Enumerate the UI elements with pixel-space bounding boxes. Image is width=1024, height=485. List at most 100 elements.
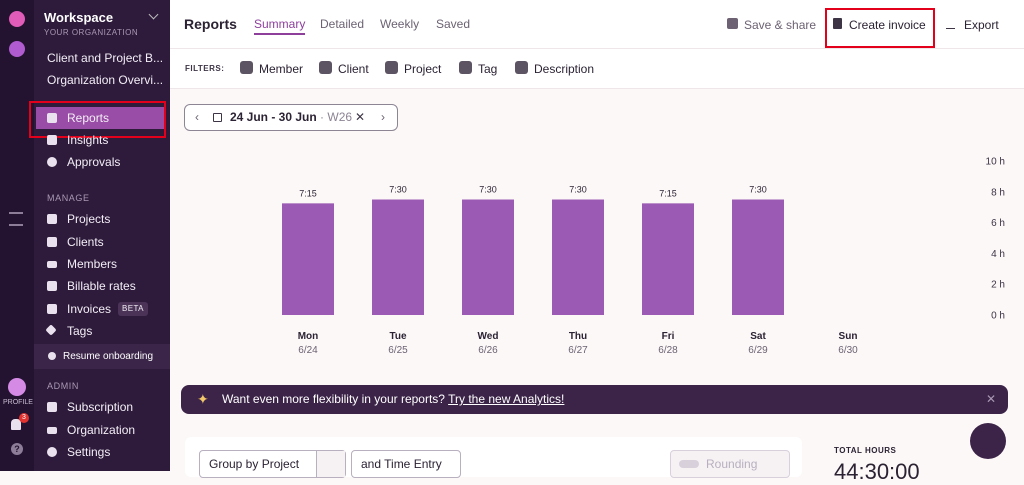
section-title: ADMIN bbox=[47, 381, 79, 391]
banner-link[interactable]: Try the new Analytics! bbox=[448, 392, 565, 406]
chat-button[interactable] bbox=[970, 423, 1006, 459]
y-tick-label: 10 h bbox=[986, 157, 1005, 168]
page-title: Reports bbox=[184, 16, 237, 32]
banner-text: Want even more flexibility in your repor… bbox=[222, 385, 564, 414]
x-tick-date: 6/27 bbox=[568, 345, 588, 356]
nav-item[interactable]: Insights bbox=[34, 129, 168, 151]
y-tick-label: 2 h bbox=[991, 280, 1005, 291]
filter[interactable]: Project bbox=[385, 61, 442, 76]
section-title: MANAGE bbox=[47, 193, 90, 203]
filter-label: Project bbox=[404, 62, 442, 76]
nav-item[interactable]: Approvals bbox=[34, 151, 168, 173]
value-label: 7:30 bbox=[569, 185, 587, 195]
x-tick-date: 6/29 bbox=[748, 345, 768, 356]
filter[interactable]: Client bbox=[319, 61, 369, 76]
onboarding-button[interactable]: Resume onboarding bbox=[34, 344, 170, 369]
nav-item[interactable]: Subscription bbox=[34, 396, 168, 418]
bar-chart: 0 h 2 h 4 h 6 h 8 h 10 h 7:15 Mon 6/24 7:30 Tue 6/2… bbox=[282, 157, 1005, 356]
bar bbox=[642, 203, 694, 315]
nav-item[interactable]: Billable rates bbox=[34, 275, 168, 297]
nav-item[interactable]: Tags bbox=[34, 320, 168, 342]
clear-date[interactable]: ✕ bbox=[355, 110, 366, 124]
nav-item[interactable]: Invoices BETA bbox=[34, 298, 168, 320]
calendar-icon bbox=[213, 113, 222, 122]
value-label: 7:15 bbox=[659, 188, 677, 198]
banner-message: Want even more flexibility in your repor… bbox=[222, 392, 445, 406]
y-tick-label: 6 h bbox=[991, 218, 1005, 229]
nav-label: Settings bbox=[67, 445, 111, 459]
filter-bar bbox=[170, 49, 1024, 89]
export-button[interactable]: Export bbox=[964, 18, 999, 32]
profile-avatar[interactable] bbox=[8, 378, 26, 396]
week-number: W26 bbox=[327, 110, 353, 124]
highlight-box bbox=[825, 8, 935, 48]
filter[interactable]: Member bbox=[240, 61, 304, 76]
bar bbox=[372, 199, 424, 315]
next-week[interactable]: › bbox=[381, 110, 385, 124]
beta-badge: BETA bbox=[118, 302, 148, 316]
filter-label: Description bbox=[534, 62, 595, 76]
y-tick-label: 4 h bbox=[991, 249, 1005, 260]
value-label: 7:30 bbox=[749, 185, 767, 195]
y-tick-label: 8 h bbox=[991, 187, 1005, 198]
collapse-toggle[interactable] bbox=[9, 212, 23, 226]
value-label: 7:15 bbox=[299, 188, 317, 198]
nav-item[interactable]: Settings bbox=[34, 441, 168, 463]
nav-label: Organization Overvi... bbox=[47, 73, 164, 87]
rounding-toggle[interactable]: Rounding bbox=[670, 450, 790, 478]
filter-label: Member bbox=[259, 62, 304, 76]
bar bbox=[732, 199, 784, 315]
notifications[interactable] bbox=[11, 419, 21, 430]
filter[interactable]: Description bbox=[515, 61, 595, 76]
date-picker[interactable]: ‹ 24 Jun - 30 Jun · W26 ✕ › bbox=[184, 104, 398, 131]
notification-badge: 3 bbox=[19, 413, 29, 423]
tab-active[interactable]: Summary bbox=[254, 17, 306, 35]
icon-rail: PROFILE 3 ? bbox=[0, 0, 34, 471]
promo-banner: ✦ Want even more flexibility in your rep… bbox=[181, 385, 1008, 414]
nav-label: Billable rates bbox=[67, 279, 136, 293]
group-by-select[interactable]: Group by Project bbox=[199, 450, 346, 478]
nav-label: Clients bbox=[67, 235, 104, 249]
help[interactable]: ? bbox=[11, 443, 23, 455]
save-share-button[interactable]: Save & share bbox=[744, 18, 817, 32]
then-by-select[interactable]: and Time Entry bbox=[351, 450, 461, 478]
nav-label: Reports bbox=[67, 111, 110, 125]
filter-label: Client bbox=[338, 62, 369, 76]
nav-item[interactable]: Members bbox=[34, 253, 168, 275]
nav-label: Projects bbox=[67, 212, 111, 226]
prev-week[interactable]: ‹ bbox=[195, 110, 199, 124]
x-tick-label: Fri bbox=[662, 331, 675, 342]
highlight-box bbox=[29, 101, 166, 138]
export-icon bbox=[946, 18, 955, 29]
tab[interactable]: Saved bbox=[436, 17, 471, 31]
nav-item[interactable]: Client and Project B... bbox=[34, 47, 168, 69]
filters-label: FILTERS: bbox=[185, 64, 225, 73]
nav-label: Client and Project B... bbox=[47, 51, 164, 65]
tab[interactable]: Weekly bbox=[380, 17, 420, 31]
bar bbox=[282, 203, 334, 315]
tab[interactable]: Detailed bbox=[320, 17, 365, 31]
search-button[interactable] bbox=[316, 451, 345, 477]
filter[interactable]: Tag bbox=[459, 61, 497, 76]
app-logo[interactable] bbox=[9, 11, 25, 27]
date-range: 24 Jun - 30 Jun · W26 bbox=[230, 110, 353, 124]
banner-close[interactable]: ✕ bbox=[986, 392, 997, 406]
nav-item[interactable]: Organization bbox=[34, 419, 168, 441]
nav-item[interactable]: Organization Overvi... bbox=[34, 69, 168, 91]
workspace-name[interactable]: Workspace bbox=[44, 10, 114, 25]
x-tick-label: Thu bbox=[569, 331, 587, 342]
nav-item[interactable]: Projects bbox=[34, 208, 168, 230]
value-label: 7:30 bbox=[389, 185, 407, 195]
nav-label: Approvals bbox=[67, 155, 121, 169]
total-hours-label: TOTAL HOURS bbox=[834, 446, 897, 455]
nav-label: Subscription bbox=[67, 400, 134, 414]
rounding-label: Rounding bbox=[706, 457, 758, 471]
onboarding-label: Resume onboarding bbox=[63, 351, 154, 362]
product-switch[interactable] bbox=[9, 41, 25, 57]
x-tick-date: 6/24 bbox=[298, 345, 318, 356]
bar bbox=[462, 199, 514, 315]
nav-item-active[interactable]: Reports bbox=[36, 107, 166, 129]
x-tick-label: Mon bbox=[298, 331, 319, 342]
nav-item[interactable]: Clients bbox=[34, 231, 168, 253]
create-invoice-button[interactable]: Create invoice bbox=[849, 18, 926, 32]
